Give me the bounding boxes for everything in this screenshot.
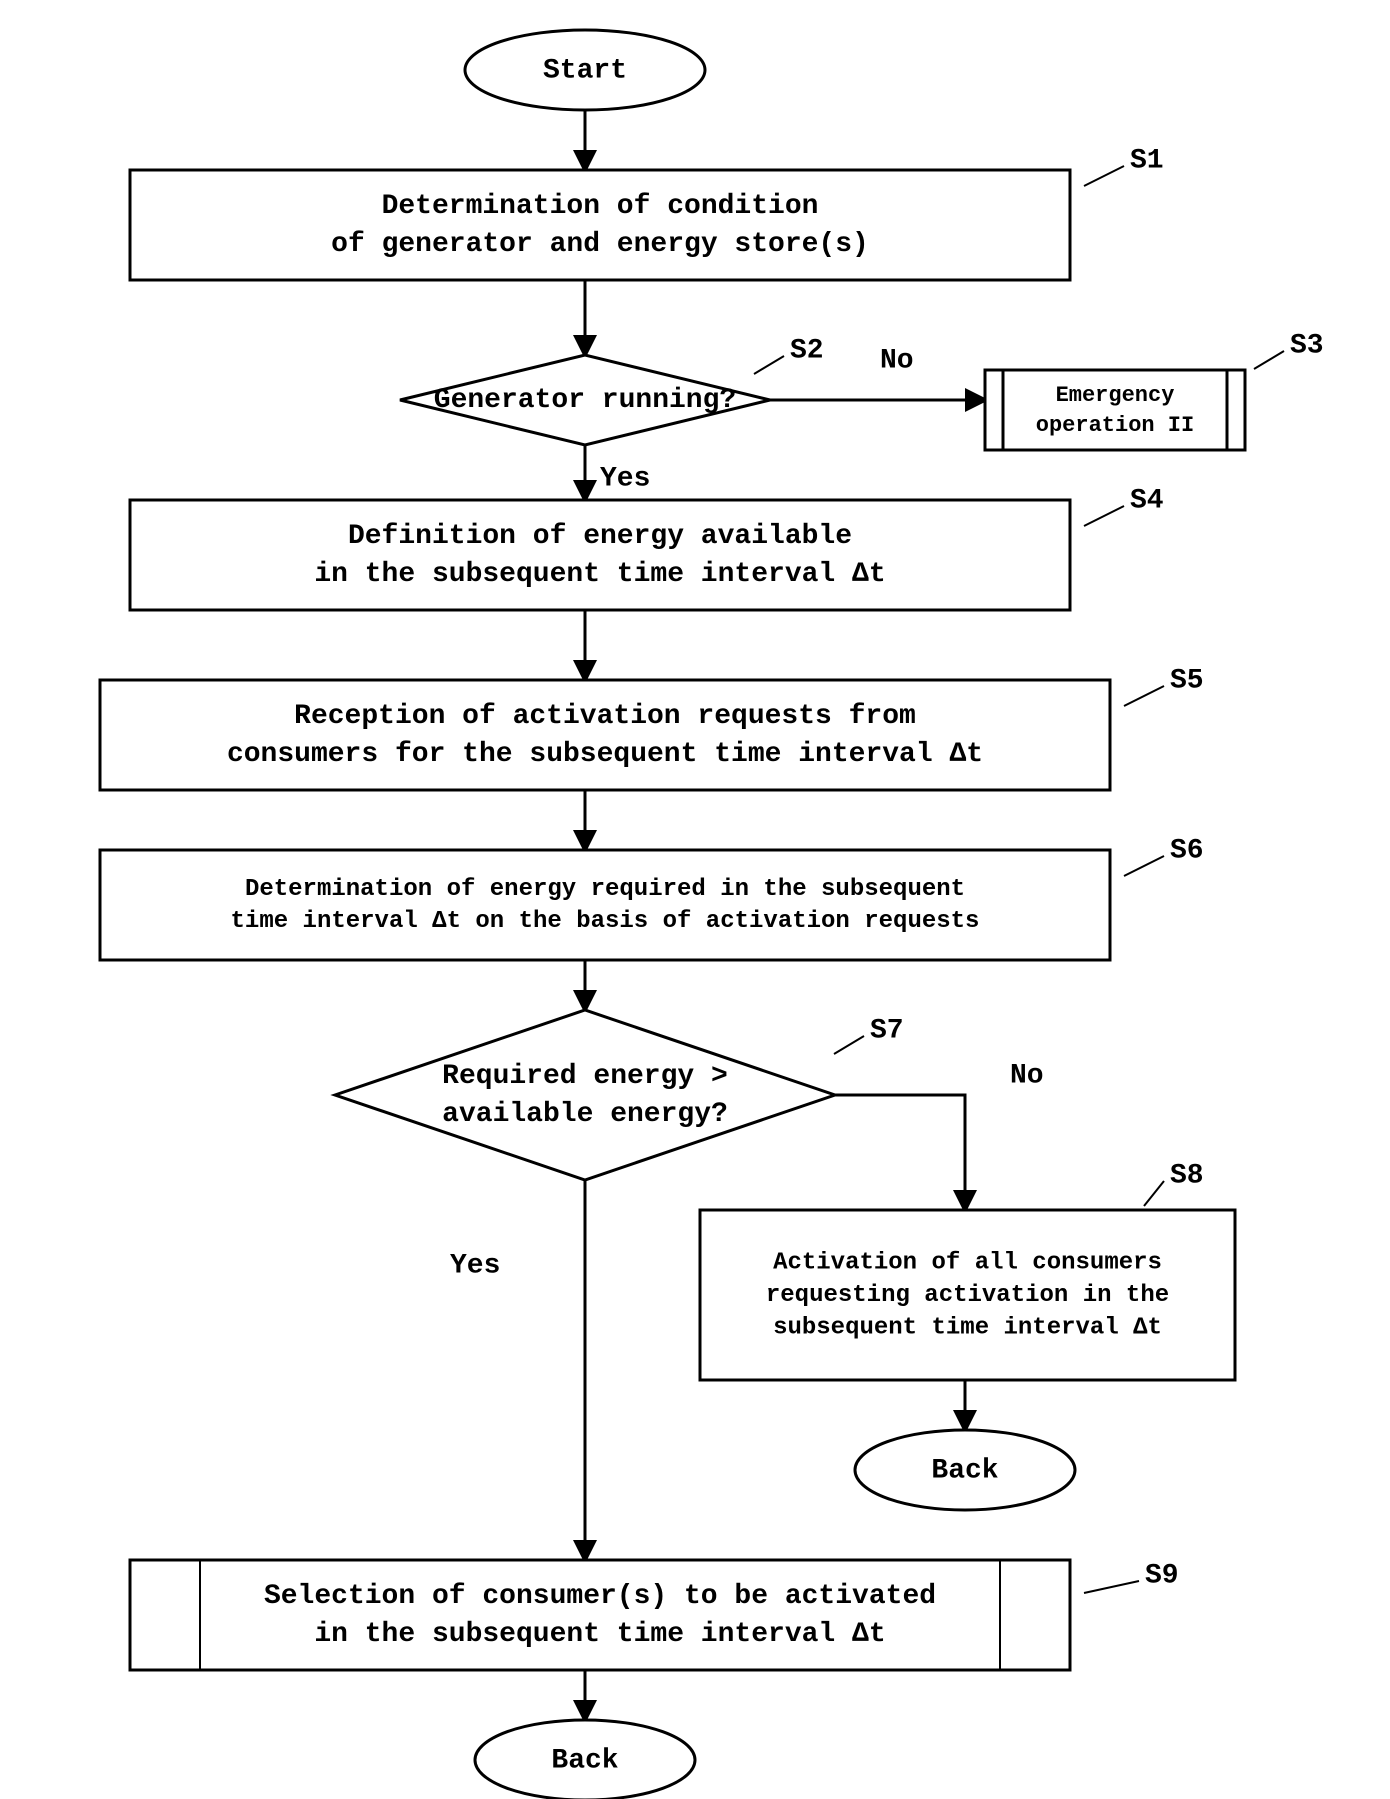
node-s5: Reception of activation requests fromcon… <box>100 680 1164 790</box>
node-s3: Emergencyoperation II <box>985 351 1284 450</box>
s6-tag: S6 <box>1170 835 1204 866</box>
s2-tag: S2 <box>790 335 824 366</box>
s7-yes-label: Yes <box>450 1250 500 1281</box>
s7-no-label: No <box>1010 1060 1044 1091</box>
start-label: Start <box>543 55 627 86</box>
node-s2: Generator running? <box>400 355 784 445</box>
back2-label: Back <box>551 1745 618 1776</box>
s7-tag: S7 <box>870 1015 904 1046</box>
edge-s7-s8 <box>835 1095 965 1210</box>
s4-tag: S4 <box>1130 485 1164 516</box>
node-s6: Determination of energy required in the … <box>100 850 1164 960</box>
node-s8: Activation of all consumersrequesting ac… <box>700 1181 1235 1380</box>
node-s4: Definition of energy availablein the sub… <box>130 500 1124 610</box>
s8-text: Activation of all consumersrequesting ac… <box>766 1250 1169 1342</box>
s3-tag: S3 <box>1290 330 1324 361</box>
s2-no-label: No <box>880 345 914 376</box>
node-s7: Required energy >available energy? <box>335 1010 864 1180</box>
s2-text: Generator running? <box>434 385 736 416</box>
s2-yes-label: Yes <box>600 463 650 494</box>
node-s9: Selection of consumer(s) to be activated… <box>130 1560 1139 1670</box>
s1-tag: S1 <box>1130 145 1164 176</box>
s5-tag: S5 <box>1170 665 1204 696</box>
node-s1: Determination of conditionof generator a… <box>130 166 1124 280</box>
back1-label: Back <box>931 1455 998 1486</box>
s8-tag: S8 <box>1170 1160 1204 1191</box>
s9-tag: S9 <box>1145 1560 1179 1591</box>
